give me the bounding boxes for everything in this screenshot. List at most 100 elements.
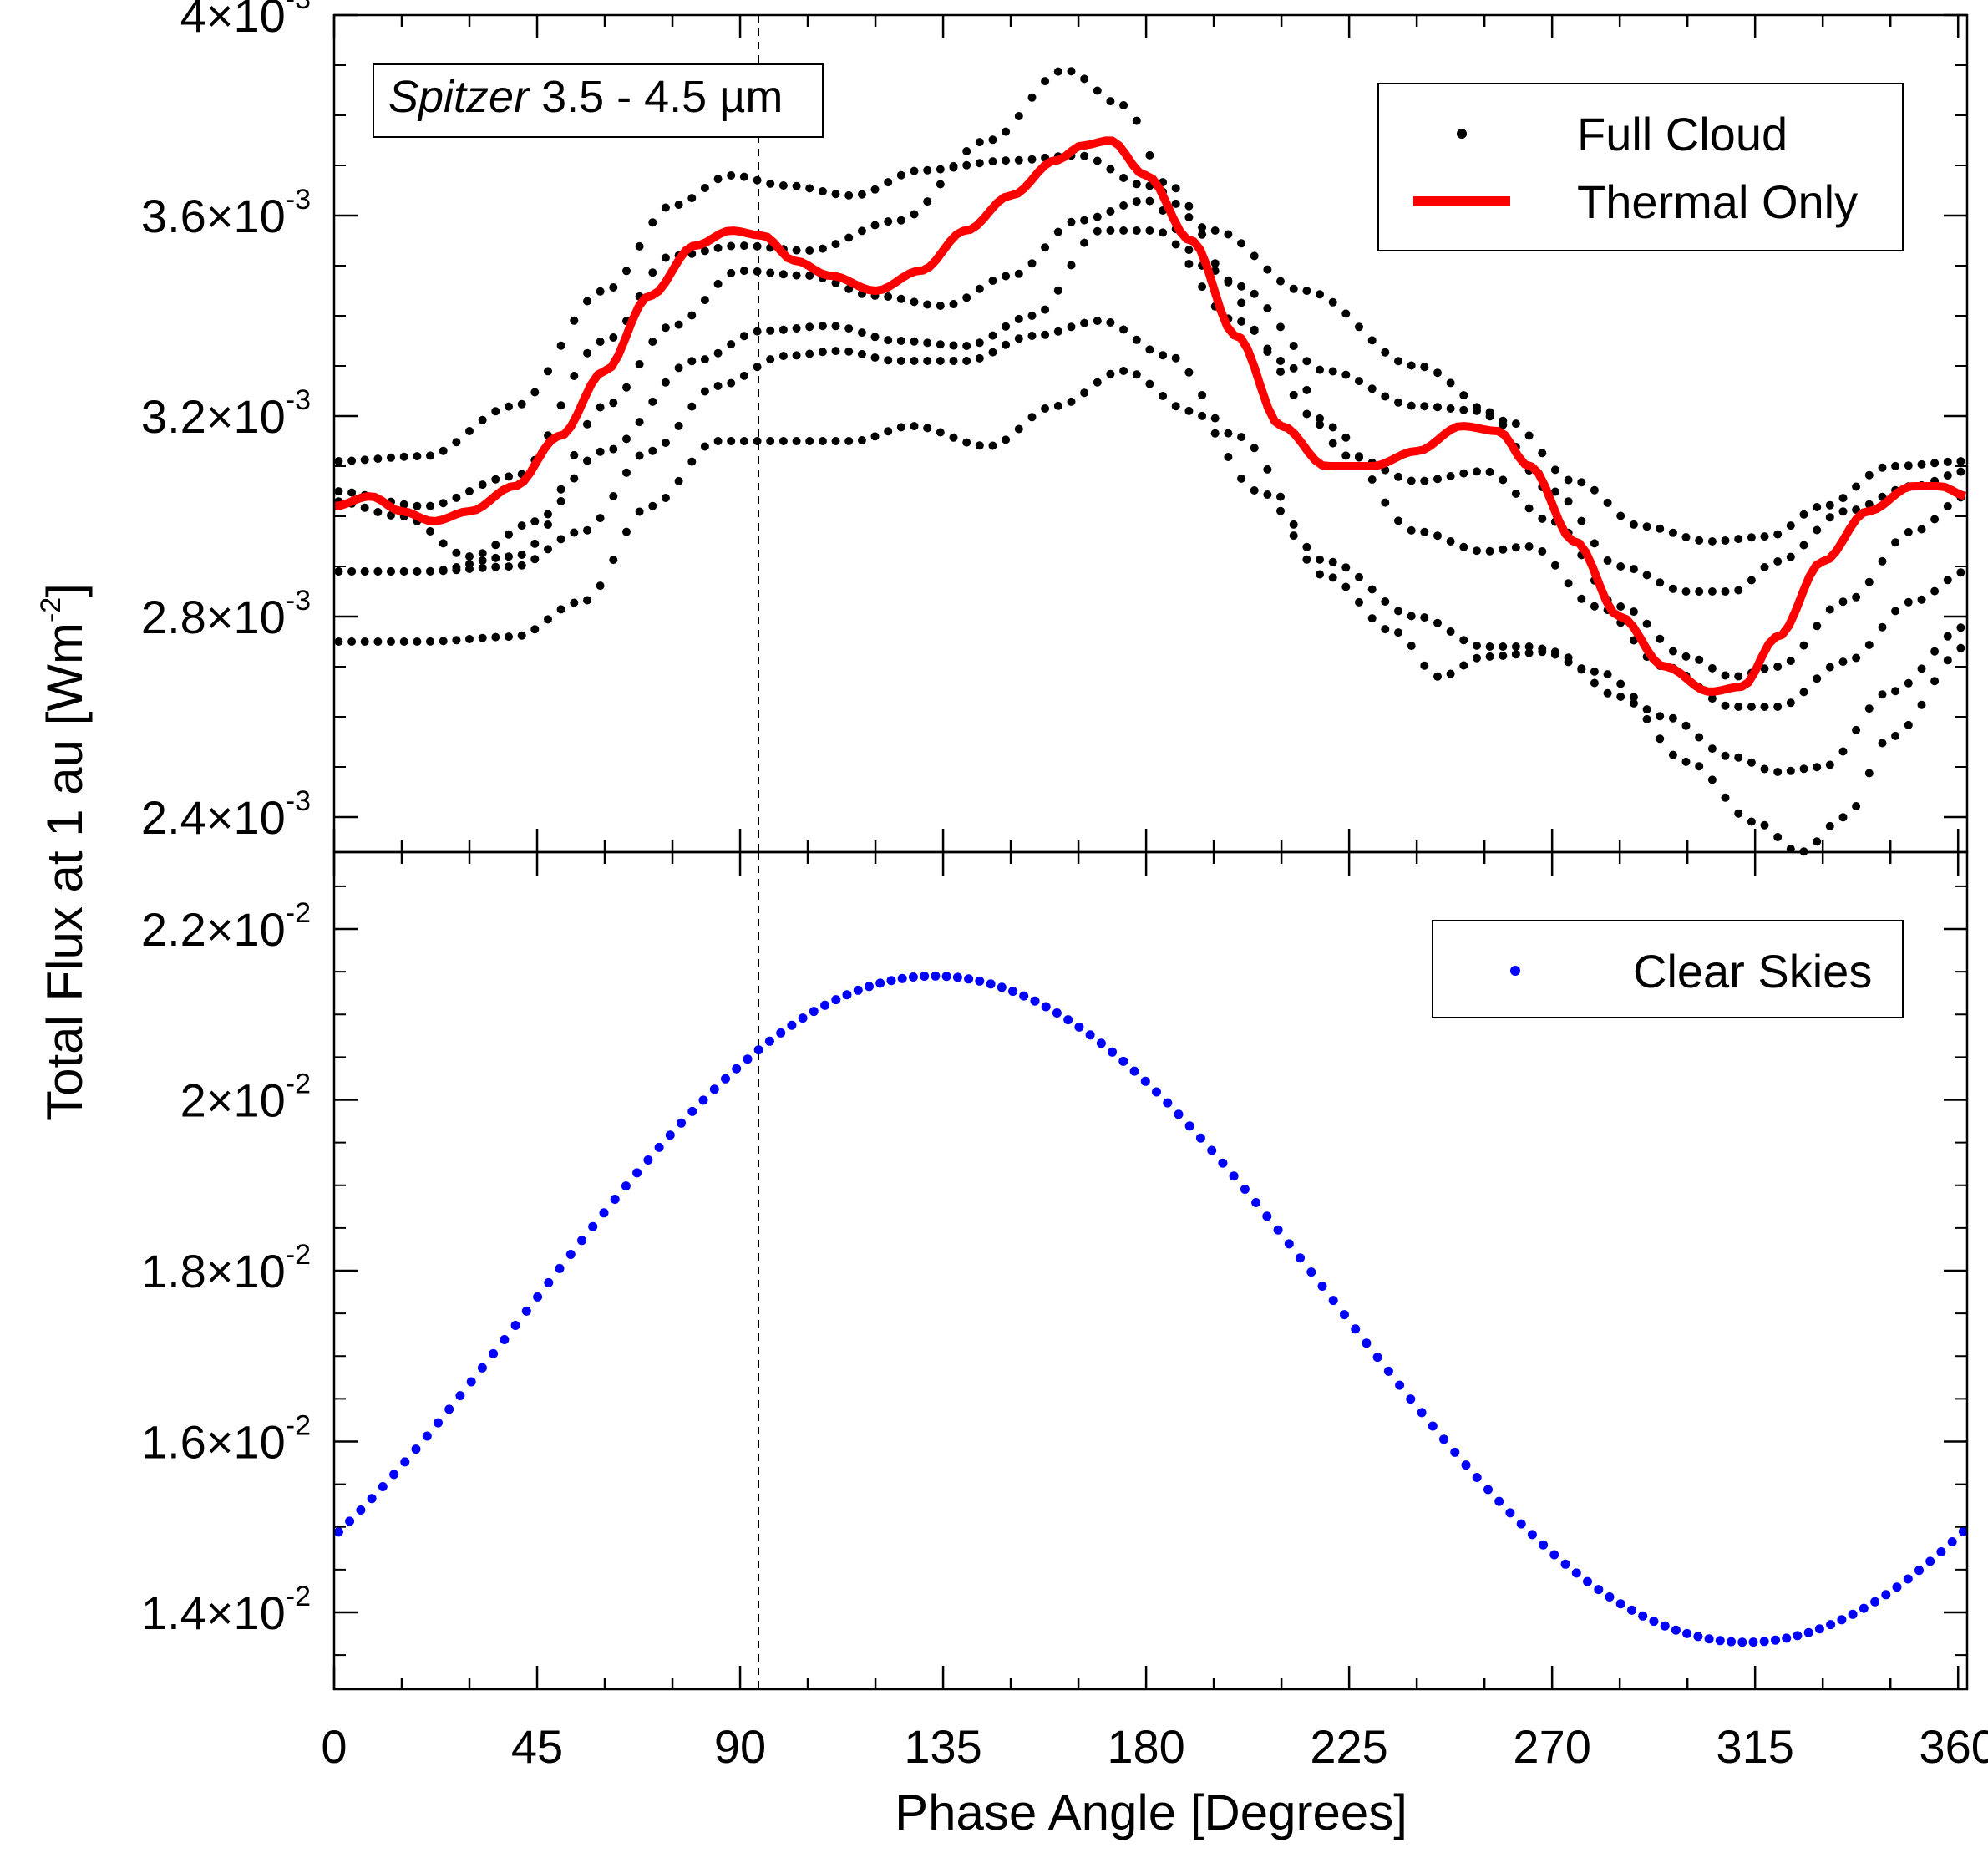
- data-point-top-s4-109: [1760, 764, 1769, 774]
- data-point-top-s0-112: [1799, 510, 1808, 519]
- data-point-top-s3-14: [517, 551, 526, 559]
- data-point-top-s2-20: [596, 403, 605, 412]
- data-point-top-s5-63: [1159, 392, 1168, 400]
- top-yaxis-ticks: 2.4×10-3 2.8×10-3 3.2×10-3 3.6×10-3 4×10-3: [141, 0, 1967, 844]
- data-point-top-s0-109: [1760, 532, 1769, 541]
- data-point-top-s4-83: [1420, 613, 1429, 622]
- data-point-top-s3-96: [1590, 602, 1599, 611]
- top-legend-box: [1377, 83, 1904, 251]
- data-point-top-s2-83: [1420, 476, 1429, 485]
- data-point-top-s5-119: [1891, 731, 1900, 740]
- data-point-top-s5-61: [1132, 370, 1141, 379]
- data-point-top-s2-22: [622, 383, 631, 392]
- data-point-top-s3-41: [870, 333, 880, 342]
- legend-label-clear-skies: Clear Skies: [1633, 945, 1872, 998]
- data-point-top-s2-18: [570, 450, 579, 459]
- data-point-top-s4-100: [1642, 705, 1651, 714]
- data-point-top-s4-26: [674, 421, 683, 430]
- data-point-bottom-s0-12: [466, 1377, 476, 1387]
- data-point-top-s0-19: [583, 297, 591, 306]
- data-point-top-s3-53: [1027, 312, 1037, 320]
- data-point-top-s2-98: [1616, 602, 1625, 611]
- ytick-label-top-0: 2.4×10-3: [141, 785, 311, 844]
- data-point-top-s4-114: [1825, 760, 1834, 769]
- data-point-top-s1-82: [1407, 401, 1416, 410]
- data-point-top-s1-39: [844, 233, 854, 242]
- data-point-bottom-s0-100: [1439, 1434, 1448, 1444]
- data-point-top-s2-81: [1394, 472, 1402, 481]
- data-point-top-s3-77: [1341, 433, 1351, 442]
- data-point-top-s2-106: [1721, 671, 1730, 680]
- data-point-top-s4-99: [1629, 693, 1638, 702]
- data-point-top-s3-124: [1956, 568, 1965, 577]
- data-point-bottom-s0-117: [1627, 1605, 1636, 1615]
- data-point-top-s5-51: [1002, 435, 1011, 444]
- data-point-bottom-s0-62: [1019, 991, 1029, 1001]
- data-point-bottom-s0-40: [776, 1028, 786, 1038]
- data-point-bottom-s0-103: [1472, 1473, 1482, 1482]
- data-point-top-s5-42: [884, 427, 893, 436]
- data-point-top-s2-30: [727, 268, 736, 277]
- data-point-top-s4-85: [1446, 627, 1455, 636]
- data-point-top-s0-32: [753, 175, 762, 185]
- data-point-top-s4-2: [360, 567, 369, 576]
- data-point-top-s5-39: [844, 437, 854, 445]
- data-point-top-s0-98: [1616, 511, 1625, 520]
- data-point-top-s5-99: [1629, 698, 1638, 708]
- data-point-top-s0-120: [1904, 461, 1913, 470]
- data-point-top-s0-46: [936, 165, 945, 174]
- data-point-bottom-s0-98: [1417, 1408, 1427, 1418]
- data-point-top-s1-107: [1734, 586, 1743, 595]
- data-point-top-s5-84: [1433, 672, 1442, 681]
- data-point-top-s5-118: [1878, 739, 1887, 748]
- annotation-text: Spitzer 3.5 - 4.5 µm: [388, 72, 783, 122]
- data-point-top-s5-91: [1524, 648, 1534, 657]
- data-point-top-s0-57: [1080, 151, 1089, 160]
- data-point-top-s1-88: [1485, 408, 1494, 417]
- data-point-top-s1-86: [1459, 405, 1468, 414]
- data-point-bottom-s0-99: [1428, 1421, 1438, 1431]
- data-point-top-s1-38: [831, 240, 840, 249]
- data-point-top-s3-48: [962, 342, 971, 350]
- series-top-0: [334, 151, 1965, 546]
- data-point-top-s4-34: [778, 352, 788, 361]
- data-point-top-s0-39: [844, 190, 854, 200]
- data-point-top-s0-20: [596, 287, 605, 296]
- data-point-top-s1-83: [1420, 402, 1429, 411]
- data-point-top-s3-57: [1080, 238, 1089, 247]
- data-point-top-s4-24: [648, 446, 657, 455]
- data-point-top-s2-105: [1707, 663, 1717, 673]
- data-point-top-s3-62: [1145, 226, 1154, 235]
- data-point-top-s4-78: [1355, 572, 1363, 581]
- data-point-top-s2-4: [387, 510, 395, 520]
- data-point-top-s4-62: [1145, 345, 1154, 354]
- data-point-bottom-s0-16: [510, 1321, 520, 1330]
- data-point-bottom-s0-68: [1085, 1030, 1095, 1040]
- data-point-bottom-s0-112: [1571, 1568, 1581, 1578]
- data-point-bottom-s0-3: [367, 1494, 377, 1504]
- data-point-bottom-s0-139: [1870, 1597, 1880, 1607]
- data-point-top-s4-105: [1707, 744, 1717, 754]
- data-point-top-s1-21: [609, 333, 618, 342]
- data-point-top-s0-24: [648, 218, 657, 227]
- data-point-bottom-s0-67: [1074, 1022, 1084, 1032]
- data-point-top-s5-34: [778, 437, 788, 445]
- data-point-top-s2-68: [1224, 276, 1233, 285]
- data-point-bottom-s0-54: [931, 971, 941, 981]
- data-point-top-s5-49: [975, 441, 984, 450]
- data-point-top-s0-30: [727, 171, 736, 180]
- data-point-top-s3-13: [505, 552, 513, 561]
- data-point-top-s2-9: [452, 548, 461, 557]
- data-point-bottom-s0-122: [1682, 1628, 1692, 1638]
- data-point-top-s3-24: [648, 397, 657, 406]
- data-point-top-s4-81: [1394, 607, 1402, 616]
- bottom-legend: Clear Skies: [1432, 920, 1904, 1018]
- data-point-top-s4-45: [923, 357, 932, 365]
- data-point-top-s2-61: [1132, 197, 1141, 206]
- data-point-bottom-s0-118: [1638, 1611, 1648, 1621]
- data-point-top-s3-75: [1316, 420, 1324, 429]
- data-point-top-s0-123: [1943, 457, 1952, 466]
- data-point-top-s0-86: [1459, 391, 1468, 400]
- data-point-top-s0-118: [1878, 463, 1887, 472]
- data-point-top-s5-62: [1145, 379, 1154, 388]
